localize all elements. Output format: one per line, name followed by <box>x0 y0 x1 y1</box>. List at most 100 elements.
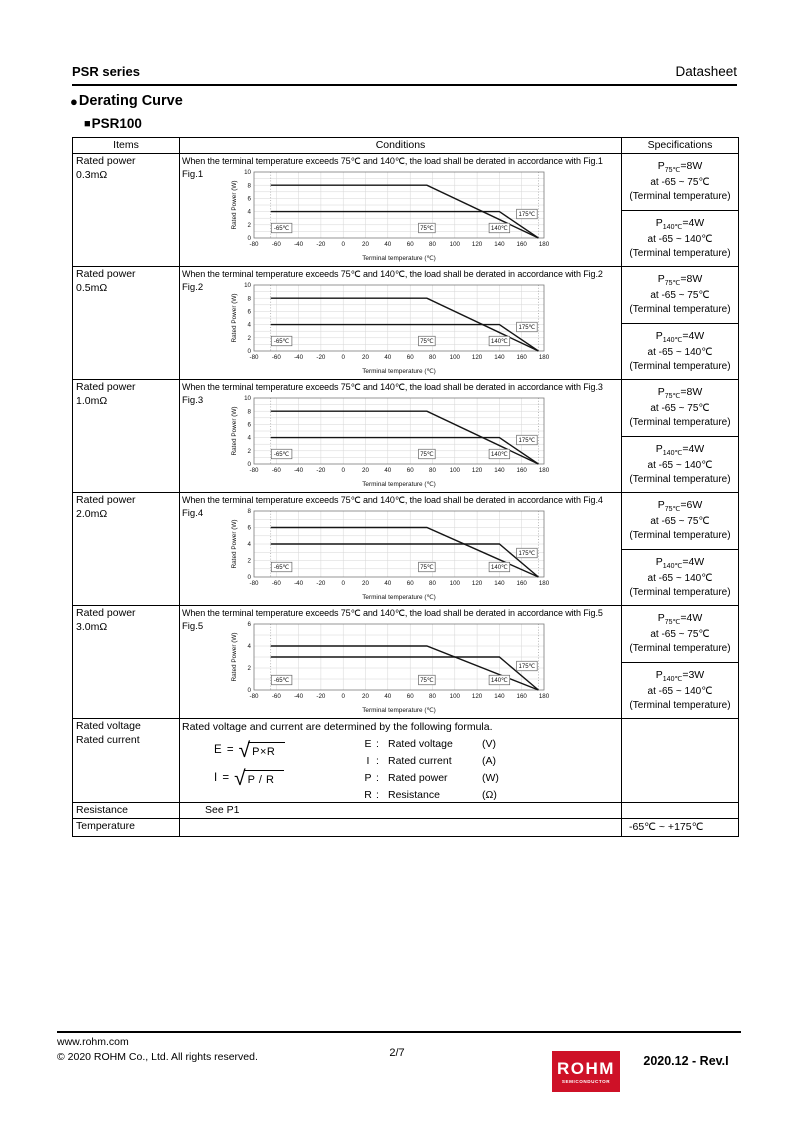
spec-note: (Terminal temperature) <box>629 530 731 542</box>
sqrt-icon: √ <box>238 739 251 762</box>
svg-text:4: 4 <box>248 541 252 548</box>
spec-power-value: P140℃=4W <box>655 555 705 570</box>
table-row-resistance: Resistance See P1 <box>73 803 738 819</box>
spec-140c: P140℃=3W at -65 ~ 140℃ (Terminal tempera… <box>622 663 738 719</box>
svg-text:8: 8 <box>248 508 252 515</box>
svg-text:-80: -80 <box>250 580 260 587</box>
svg-text:10: 10 <box>244 395 251 402</box>
svg-text:140℃: 140℃ <box>491 339 508 345</box>
svg-text:175℃: 175℃ <box>519 664 536 670</box>
svg-text:-20: -20 <box>316 354 326 361</box>
derating-chart: 0 2 4 6 8 10 -80 -60 -40 -20 0 20 40 60 80 100 120 140 160… <box>231 169 550 262</box>
spec-power-value: P75℃=8W <box>657 386 703 401</box>
spec-range: at -65 ~ 75℃ <box>650 629 710 641</box>
footer-divider <box>57 1031 741 1033</box>
svg-text:75℃: 75℃ <box>420 678 434 684</box>
spec-power-value: P140℃=3W <box>655 668 705 683</box>
svg-text:-80: -80 <box>250 693 260 700</box>
svg-text:0: 0 <box>341 467 345 474</box>
svg-text:-60: -60 <box>272 354 282 361</box>
svg-text:60: 60 <box>407 693 414 700</box>
svg-text:40: 40 <box>384 354 391 361</box>
figure-label: Fig.2 <box>182 281 204 293</box>
table-row-temperature: Temperature -65℃ ~ +175℃ <box>73 819 738 836</box>
spec-power-value: P140℃=4W <box>655 442 705 457</box>
svg-text:-40: -40 <box>294 580 304 587</box>
formulas: E = √ P×R I = √ P / R <box>202 739 360 804</box>
spec-note: (Terminal temperature) <box>629 191 731 203</box>
condition-text: When the terminal temperature exceeds 75… <box>182 156 603 166</box>
spec-note: (Terminal temperature) <box>629 473 731 485</box>
specifications-cell: P75℃=8W at -65 ~ 75℃ (Terminal temperatu… <box>622 267 738 379</box>
spec-75c: P75℃=8W at -65 ~ 75℃ (Terminal temperatu… <box>622 154 738 211</box>
spec-140c: P140℃=4W at -65 ~ 140℃ (Terminal tempera… <box>622 437 738 493</box>
condition-text: When the terminal temperature exceeds 75… <box>182 495 603 505</box>
svg-text:100: 100 <box>450 241 461 248</box>
svg-text:80: 80 <box>429 580 436 587</box>
svg-text:0: 0 <box>341 241 345 248</box>
item-label: Rated power <box>76 155 136 167</box>
circle-bullet-icon: ● <box>70 93 78 109</box>
svg-text:-40: -40 <box>294 467 304 474</box>
svg-text:40: 40 <box>384 241 391 248</box>
svg-text:20: 20 <box>362 467 369 474</box>
svg-text:140℃: 140℃ <box>491 226 508 232</box>
svg-text:120: 120 <box>472 467 483 474</box>
svg-text:160: 160 <box>517 354 528 361</box>
svg-text:Rated Power (W): Rated Power (W) <box>231 632 238 681</box>
figure-block: Fig.3 0 2 4 6 8 10 -80 -60 -40 -20 0 20 40 60 80 100 120… <box>180 393 621 488</box>
specifications-cell <box>622 719 738 802</box>
svg-text:-65℃: -65℃ <box>274 339 290 345</box>
svg-text:100: 100 <box>450 354 461 361</box>
revision-label: 2020.12 - Rev.I <box>643 1054 729 1068</box>
table-row: Rated power 3.0mΩ When the terminal temp… <box>73 606 738 719</box>
item-value: 0.3mΩ <box>76 168 108 181</box>
item-label: Rated voltage <box>76 720 141 732</box>
item-value: 2.0mΩ <box>76 507 108 520</box>
svg-text:140: 140 <box>494 241 505 248</box>
svg-text:-65℃: -65℃ <box>274 452 290 458</box>
svg-text:Terminal temperature (℃): Terminal temperature (℃) <box>362 255 436 262</box>
svg-text:160: 160 <box>517 580 528 587</box>
spec-range: at -65 ~ 140℃ <box>647 233 713 245</box>
svg-text:8: 8 <box>248 295 252 302</box>
conditions-cell: When the terminal temperature exceeds 75… <box>180 154 622 266</box>
svg-text:75℃: 75℃ <box>420 226 434 232</box>
svg-text:0: 0 <box>248 687 252 694</box>
spec-note: (Terminal temperature) <box>629 247 731 259</box>
spec-note: (Terminal temperature) <box>629 304 731 316</box>
spec-range: at -65 ~ 140℃ <box>647 685 713 697</box>
item-value: 1.0mΩ <box>76 394 108 407</box>
sqrt-icon: √ <box>234 766 246 790</box>
page-title: PSR series <box>72 64 140 79</box>
svg-text:0: 0 <box>248 574 252 581</box>
spec-range: at -65 ~ 75℃ <box>650 516 710 528</box>
spec-140c: P140℃=4W at -65 ~ 140℃ (Terminal tempera… <box>622 324 738 380</box>
conditions-cell <box>180 819 622 836</box>
svg-text:Rated Power (W): Rated Power (W) <box>231 293 238 342</box>
svg-text:-60: -60 <box>272 580 282 587</box>
svg-text:0: 0 <box>341 354 345 361</box>
rohm-logo-subtext: SEMICONDUCTOR <box>561 1078 611 1084</box>
formula-legend: E: Rated voltage (V) I: Rated current (A) P:… <box>364 738 499 801</box>
items-cell: Rated power 0.5mΩ <box>73 267 180 379</box>
figure-block: Fig.1 0 2 4 6 8 10 -80 -60 -40 -20 0 20 40 60 80 100 120… <box>180 167 621 262</box>
header-datasheet-label: Datasheet <box>675 64 737 79</box>
svg-text:160: 160 <box>517 693 528 700</box>
svg-text:-40: -40 <box>294 354 304 361</box>
svg-text:20: 20 <box>362 580 369 587</box>
specifications-cell <box>622 803 738 818</box>
spec-range: at -65 ~ 140℃ <box>647 459 713 471</box>
svg-text:-65℃: -65℃ <box>274 565 290 571</box>
items-cell: Temperature <box>73 819 180 836</box>
col-header-specifications: Specifications <box>647 139 713 151</box>
svg-text:Terminal temperature (℃): Terminal temperature (℃) <box>362 481 436 488</box>
specifications-cell: P75℃=8W at -65 ~ 75℃ (Terminal temperatu… <box>622 154 738 266</box>
svg-text:10: 10 <box>244 282 251 289</box>
svg-text:140℃: 140℃ <box>491 678 508 684</box>
specifications-cell: -65℃ ~ +175℃ <box>622 819 738 836</box>
svg-text:20: 20 <box>362 241 369 248</box>
svg-text:75℃: 75℃ <box>420 452 434 458</box>
svg-text:180: 180 <box>539 467 550 474</box>
svg-text:-60: -60 <box>272 693 282 700</box>
